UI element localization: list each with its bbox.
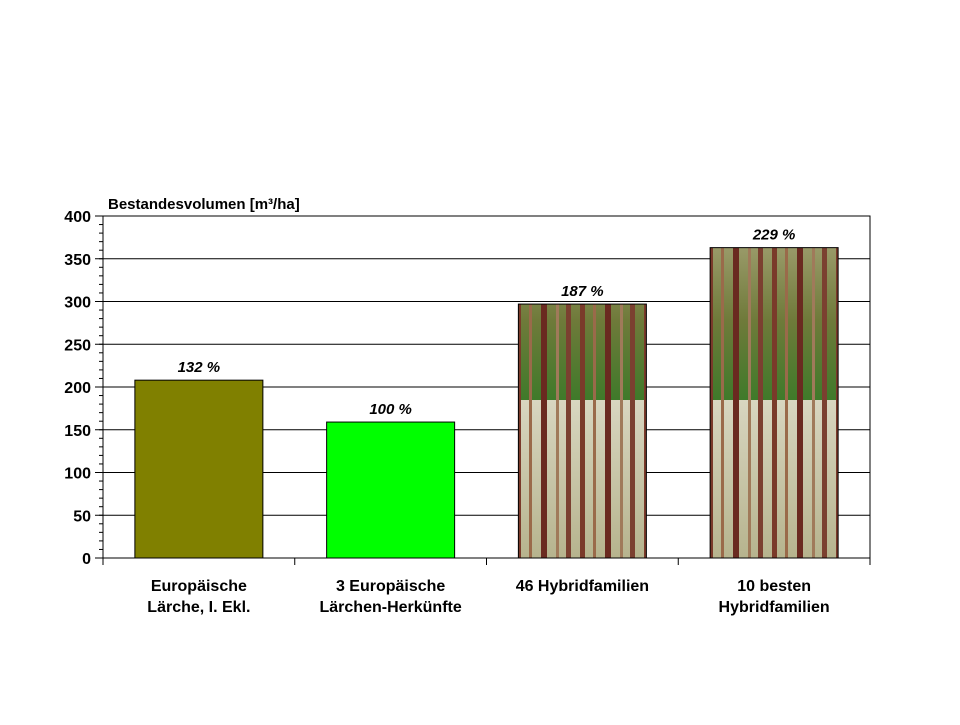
- y-tick-label: 350: [64, 252, 91, 269]
- y-tick-label: 400: [64, 209, 91, 226]
- x-tick-label: Europäische Lärche, I. Ekl.: [147, 578, 250, 616]
- x-tick-label: 3 Europäische Lärchen-Herkünfte: [320, 578, 462, 616]
- x-tick-label: 10 besten Hybridfamilien: [719, 578, 830, 616]
- bar-annotation: 132 %: [178, 359, 221, 376]
- x-tick-label: 46 Hybridfamilien: [516, 578, 649, 595]
- y-tick-label: 50: [73, 508, 91, 525]
- y-tick-label: 200: [64, 380, 91, 397]
- y-tick-label: 300: [64, 295, 91, 312]
- bar: [517, 303, 647, 559]
- bar-annotation: 187 %: [561, 283, 604, 300]
- bar: [134, 379, 264, 559]
- bar: [326, 421, 456, 559]
- y-tick-label: 0: [82, 551, 91, 568]
- bar-annotation: 100 %: [369, 401, 412, 418]
- y-tick-label: 250: [64, 337, 91, 354]
- bar-annotation: 229 %: [752, 227, 796, 244]
- y-tick-label: 100: [64, 466, 91, 483]
- y-axis-label: Bestandesvolumen [m³/ha]: [108, 196, 300, 213]
- y-tick-label: 150: [64, 423, 91, 440]
- bar: [709, 247, 839, 559]
